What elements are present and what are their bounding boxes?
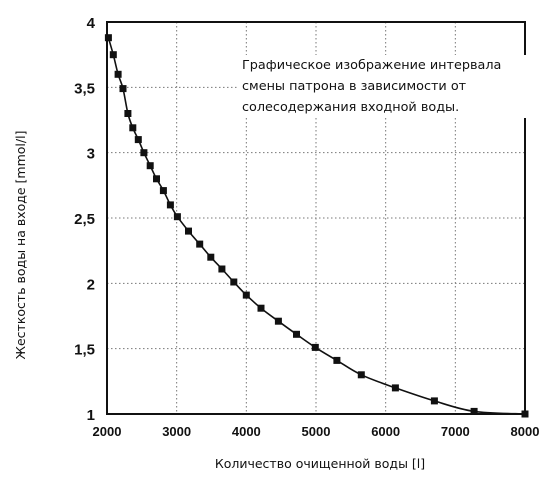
x-tick-label: 8000 (511, 424, 540, 439)
y-tick-labels: 1 1,5 2 2,5 3 3,5 4 (74, 15, 96, 424)
data-point (124, 110, 132, 117)
data-point (104, 34, 112, 42)
data-point (153, 175, 160, 183)
data-point (109, 51, 117, 59)
data-point (173, 213, 181, 221)
chart-annotation: Графическое изображение интервала смены … (238, 55, 536, 118)
y-tick-label: 4 (87, 15, 96, 32)
data-point (134, 136, 142, 144)
y-axis-label: Жесткость воды на входе [mmol/l] (13, 130, 28, 360)
data-point (357, 371, 365, 379)
x-tick-label: 2000 (93, 424, 122, 439)
x-tick-label: 4000 (232, 424, 261, 439)
data-point (146, 162, 154, 170)
data-point (311, 343, 319, 351)
data-point (140, 149, 148, 157)
x-tick-labels: 2000 3000 4000 5000 6000 7000 8000 (93, 424, 540, 439)
x-tick-label: 6000 (371, 424, 400, 439)
data-point (333, 356, 341, 364)
y-tick-label: 1 (87, 407, 95, 424)
data-point (230, 278, 238, 286)
data-point (119, 85, 127, 93)
y-tick-label: 3,5 (74, 80, 95, 97)
data-point (521, 410, 529, 418)
data-point (242, 291, 250, 299)
data-point (166, 201, 174, 209)
data-point (129, 124, 137, 132)
x-tick-label: 5000 (302, 424, 331, 439)
data-point (207, 253, 215, 261)
data-point (274, 317, 282, 325)
x-tick-label: 7000 (441, 424, 470, 439)
data-point (159, 187, 167, 195)
data-point (470, 407, 478, 415)
data-point (196, 240, 204, 248)
data-point (391, 384, 399, 392)
y-tick-label: 2,5 (74, 211, 95, 228)
plot-frame (106, 21, 526, 415)
data-point (114, 70, 122, 78)
y-tick-label: 3 (87, 146, 95, 163)
x-axis-label: Количество очищенной воды [l] (214, 456, 426, 471)
y-tick-label: 1,5 (74, 342, 95, 359)
data-point (218, 265, 226, 273)
x-tick-label: 3000 (162, 424, 191, 439)
series-markers (104, 34, 529, 418)
data-point (293, 330, 300, 338)
data-point (185, 227, 192, 235)
data-point (257, 304, 265, 312)
data-point (430, 397, 438, 405)
y-tick-label: 2 (87, 276, 95, 293)
